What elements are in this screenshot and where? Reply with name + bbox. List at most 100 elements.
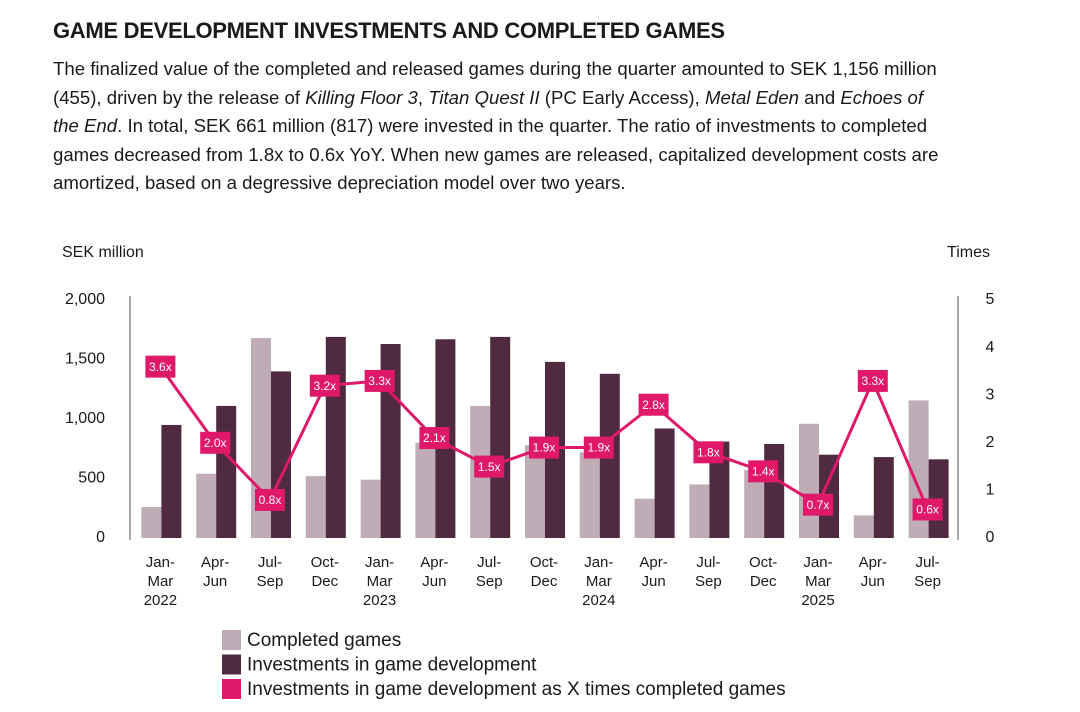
- y2-tick-label: 2: [986, 434, 995, 451]
- data-label: 0.7x: [807, 498, 830, 512]
- x-tick-label: Sep: [257, 573, 284, 590]
- x-tick-label: Jun: [422, 573, 446, 590]
- ratio-marker: [693, 441, 724, 464]
- legend-swatch: [222, 654, 241, 675]
- x-tick-label: Oct-: [530, 554, 558, 571]
- bar: [251, 338, 271, 538]
- x-tick-label: Mar: [367, 573, 393, 590]
- bar: [579, 452, 600, 538]
- x-tick-label: Sep: [914, 573, 941, 590]
- data-label: 1.9x: [533, 441, 556, 455]
- x-tick-label: Jul-: [477, 554, 501, 571]
- bar: [873, 457, 894, 538]
- ratio-marker: [474, 455, 505, 478]
- bar: [634, 498, 655, 538]
- x-tick-label: Sep: [476, 573, 503, 590]
- x-tick-label: Jul-: [696, 554, 720, 571]
- bar: [141, 507, 162, 538]
- bar: [764, 443, 785, 538]
- y2-axis-label: Times: [947, 244, 990, 261]
- y-tick-label: 0: [96, 529, 105, 546]
- bar: [654, 428, 675, 538]
- x-tick-label: Apr-: [859, 554, 887, 571]
- ratio-marker: [748, 460, 779, 483]
- description-run: . In total, SEK 661 million (817) were i…: [53, 115, 939, 194]
- y-tick-label: 1,500: [65, 351, 105, 368]
- x-tick-label: Mar: [147, 573, 173, 590]
- bar: [490, 336, 511, 538]
- description-run: and: [799, 86, 841, 108]
- legend-swatch: [222, 630, 241, 650]
- x-tick-label: Jul-: [258, 554, 282, 571]
- x-tick-label: Dec: [311, 573, 338, 590]
- x-tick-label: 2025: [801, 592, 834, 609]
- y-axis-label: SEK million: [62, 244, 144, 261]
- bar: [709, 441, 730, 538]
- x-tick-label: 2024: [582, 592, 615, 609]
- legend-label: Investments in game development: [247, 655, 537, 676]
- bar: [196, 473, 217, 538]
- bar: [325, 336, 346, 538]
- y-tick-label: 1,000: [65, 410, 105, 427]
- bar: [744, 470, 765, 538]
- x-tick-label: Dec: [750, 573, 777, 590]
- bar: [853, 515, 874, 538]
- bar: [689, 484, 710, 538]
- x-tick-label: Jan-: [584, 554, 613, 571]
- description: The finalized value of the completed and…: [53, 55, 943, 198]
- data-label: 0.6x: [916, 503, 939, 517]
- x-tick-label: Jan-: [365, 554, 394, 571]
- y2-tick-label: 3: [986, 386, 995, 403]
- x-tick-label: Dec: [531, 573, 558, 590]
- data-label: 2.8x: [642, 398, 665, 412]
- x-tick-label: Jun: [861, 573, 885, 590]
- data-label: 3.3x: [861, 374, 884, 388]
- ratio-marker: [309, 374, 340, 397]
- description-run: (PC Early Access),: [539, 86, 705, 108]
- data-label: 0.8x: [259, 493, 282, 507]
- description-run: Echoes of the End: [53, 86, 924, 137]
- x-tick-label: Apr-: [201, 554, 229, 571]
- bar: [161, 424, 182, 538]
- x-tick-label: Oct-: [749, 554, 777, 571]
- ratio-marker: [255, 488, 285, 511]
- ratio-marker: [200, 431, 231, 454]
- data-label: 1.8x: [697, 445, 720, 459]
- x-tick-label: Jul-: [916, 554, 940, 571]
- data-label: 3.3x: [368, 374, 391, 388]
- description-run: ,: [417, 86, 429, 108]
- x-tick-label: Mar: [805, 573, 831, 590]
- ratio-marker: [419, 427, 450, 450]
- bar: [360, 479, 381, 538]
- x-tick-label: Apr-: [639, 554, 667, 571]
- ratio-marker: [803, 493, 833, 516]
- legend-swatch: [222, 679, 241, 699]
- ratio-marker: [912, 498, 943, 521]
- description-run: Metal Eden: [704, 86, 800, 108]
- bar: [525, 445, 545, 538]
- ratio-marker: [529, 436, 559, 459]
- bar: [216, 405, 237, 538]
- x-tick-label: Jan-: [803, 554, 832, 571]
- ratio-marker: [145, 355, 176, 378]
- y-tick-label: 2,000: [65, 291, 105, 308]
- x-tick-label: Jun: [642, 573, 666, 590]
- y2-tick-label: 5: [986, 291, 995, 308]
- data-label: 2.0x: [204, 436, 227, 450]
- y2-tick-label: 1: [986, 482, 995, 499]
- y2-tick-label: 0: [986, 529, 995, 546]
- y2-tick-label: 4: [986, 339, 995, 356]
- description-run: Titan Quest II: [428, 86, 540, 108]
- data-label: 1.9x: [587, 441, 610, 455]
- ratio-marker: [364, 369, 395, 392]
- ratio-marker: [638, 393, 669, 416]
- ratio-marker: [583, 436, 614, 459]
- data-label: 1.4x: [752, 465, 775, 479]
- x-tick-label: Sep: [695, 573, 722, 590]
- bar: [380, 344, 401, 538]
- x-tick-label: Oct-: [311, 554, 339, 571]
- x-tick-label: Apr-: [420, 554, 448, 571]
- data-label: 3.2x: [313, 379, 336, 393]
